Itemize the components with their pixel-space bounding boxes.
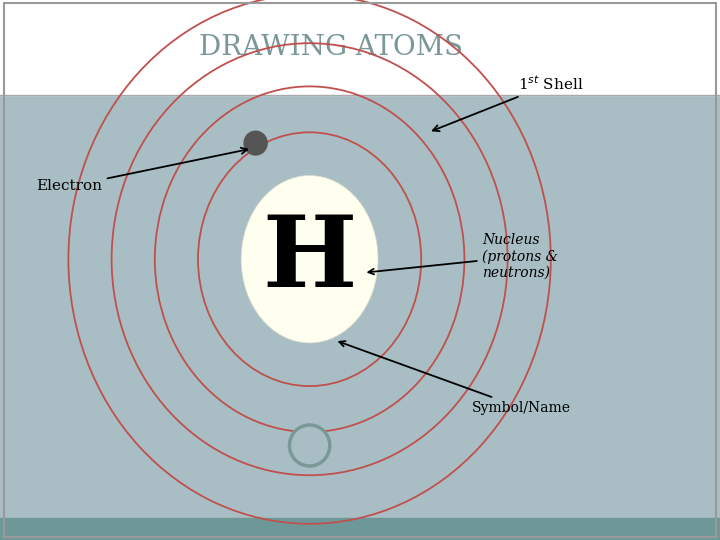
Text: Nucleus
(protons &
neutrons): Nucleus (protons & neutrons): [369, 233, 559, 280]
Ellipse shape: [244, 131, 267, 155]
Text: Electron: Electron: [36, 148, 247, 193]
Text: DRAWING ATOMS: DRAWING ATOMS: [199, 33, 463, 60]
Ellipse shape: [241, 176, 378, 343]
Text: Symbol/Name: Symbol/Name: [339, 341, 571, 415]
Text: H: H: [262, 211, 357, 308]
Ellipse shape: [289, 425, 330, 466]
Bar: [0, 518, 720, 540]
Bar: [0, 0, 720, 94]
Text: 1$^{st}$ Shell: 1$^{st}$ Shell: [433, 75, 584, 131]
